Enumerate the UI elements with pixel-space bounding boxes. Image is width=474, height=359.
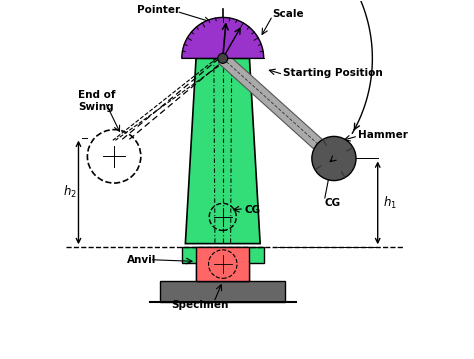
Text: Specimen: Specimen (171, 300, 228, 310)
Text: Starting Position: Starting Position (283, 67, 383, 78)
Text: Anvil: Anvil (127, 255, 156, 265)
Polygon shape (196, 247, 249, 281)
Text: End of
Swing: End of Swing (79, 90, 116, 112)
Text: CG: CG (324, 198, 340, 208)
Polygon shape (182, 18, 264, 59)
Text: Pointer: Pointer (137, 5, 180, 15)
Polygon shape (185, 59, 260, 244)
Circle shape (312, 136, 356, 181)
Circle shape (218, 53, 228, 64)
Polygon shape (182, 247, 264, 281)
Text: $h_1$: $h_1$ (383, 195, 397, 211)
Text: $h_2$: $h_2$ (63, 185, 77, 200)
Text: CG: CG (244, 205, 260, 215)
Polygon shape (219, 53, 338, 163)
Text: Hammer: Hammer (358, 130, 408, 140)
Polygon shape (160, 281, 285, 302)
Text: Scale: Scale (273, 9, 304, 19)
